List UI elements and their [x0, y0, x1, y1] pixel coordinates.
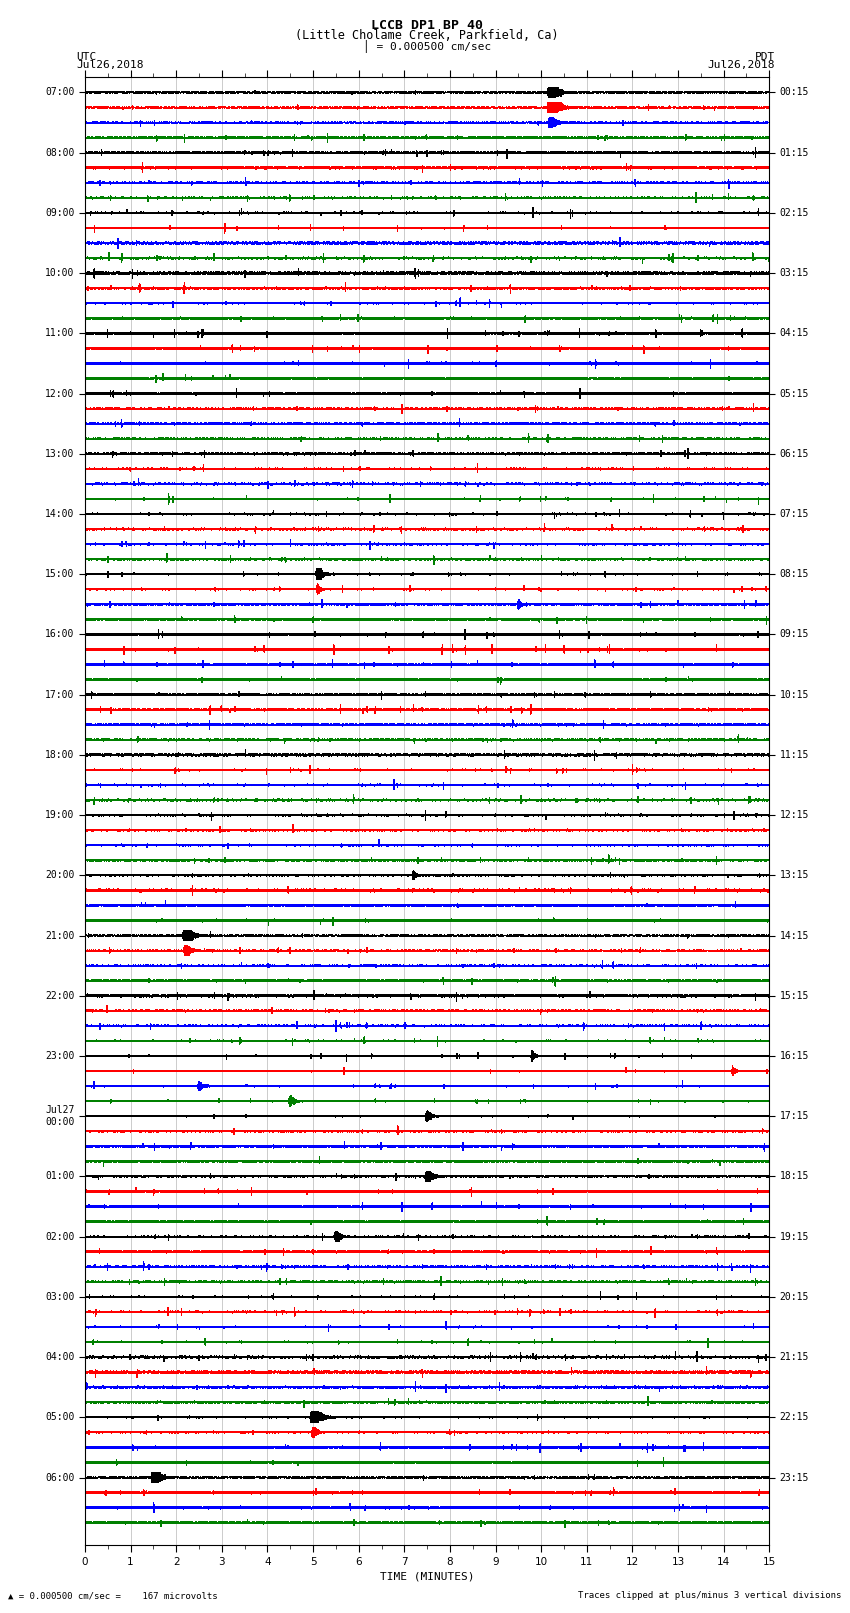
- Text: LCCB DP1 BP 40: LCCB DP1 BP 40: [371, 19, 483, 32]
- Text: Traces clipped at plus/minus 3 vertical divisions: Traces clipped at plus/minus 3 vertical …: [578, 1590, 842, 1600]
- Text: (Little Cholame Creek, Parkfield, Ca): (Little Cholame Creek, Parkfield, Ca): [295, 29, 558, 42]
- Text: Jul26,2018: Jul26,2018: [76, 60, 144, 69]
- X-axis label: TIME (MINUTES): TIME (MINUTES): [380, 1571, 474, 1581]
- Text: UTC: UTC: [76, 52, 97, 61]
- Text: PDT: PDT: [755, 52, 775, 61]
- Text: │ = 0.000500 cm/sec: │ = 0.000500 cm/sec: [363, 40, 490, 53]
- Text: Jul26,2018: Jul26,2018: [708, 60, 775, 69]
- Text: ▲ = 0.000500 cm/sec =    167 microvolts: ▲ = 0.000500 cm/sec = 167 microvolts: [8, 1590, 218, 1600]
